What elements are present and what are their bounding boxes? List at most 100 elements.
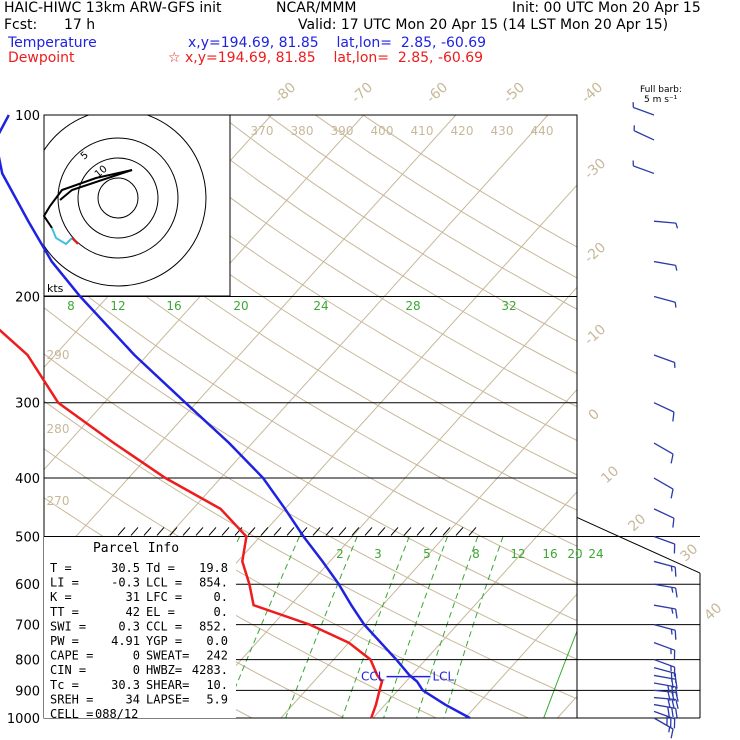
isotherm-label: -60: [423, 79, 451, 106]
parcel-value: 4283.: [192, 663, 228, 677]
dry-adiabat-line: [44, 216, 577, 547]
hatch-mark: [468, 527, 477, 536]
wind-barb-flag: [675, 608, 678, 619]
hatch-mark: [455, 527, 464, 536]
mixing-ratio-label: 24: [313, 299, 328, 313]
hodograph-ring: [57, 137, 179, 259]
pressure-tick-label: 100: [15, 109, 40, 124]
parcel-value: 854.: [199, 576, 228, 590]
parcel-key: LCL =: [146, 576, 182, 590]
dry-adiabat-line: [44, 261, 577, 584]
isotherm-line: [280, 389, 578, 719]
pressure-tick-label: 500: [15, 530, 40, 545]
isotherm-label: -20: [581, 239, 609, 266]
parcel-key: CAPE =: [50, 649, 93, 663]
theta-label: 440: [531, 124, 554, 138]
wind-barb-shaft: [653, 220, 676, 224]
mixing-ratio-line: [600, 297, 740, 719]
theta-label: 390: [331, 124, 354, 138]
isotherm-label: 30: [677, 541, 701, 565]
parcel-value: 0: [133, 663, 140, 677]
wind-barb-flag: [671, 686, 674, 696]
theta-label: 380: [291, 124, 314, 138]
dewpoint-location: ☆ x,y=194.69, 81.85 lat,lon= 2.85, -60.6…: [168, 50, 484, 66]
theta-label: 400: [371, 124, 394, 138]
mixing-ratio-line: [675, 297, 740, 719]
valid-time: Valid: 17 UTC Mon 20 Apr 15 (14 LST Mon …: [298, 17, 669, 33]
parcel-value: 5.9: [206, 692, 228, 706]
hodograph-ring: [97, 177, 139, 219]
ccl-label: CCL: [361, 670, 385, 684]
full-barb-label: Full barb:: [640, 85, 682, 95]
dry-adiabat-line: [44, 171, 577, 511]
hatch-mark: [117, 527, 126, 536]
mixing-ratio-label: 12: [510, 547, 525, 561]
parcel-value: 242: [206, 649, 228, 663]
parcel-title: Parcel Info: [93, 541, 179, 556]
hodograph-trace: [42, 169, 133, 229]
wind-barb-flag: [667, 691, 671, 702]
hatch-mark: [390, 527, 399, 536]
mixing-ratio-line: [543, 629, 577, 718]
isotherm-line: [372, 491, 578, 719]
wind-barb-half-flag: [671, 608, 674, 614]
dry-adiabat-line: [44, 127, 577, 476]
parcel-info-box: Parcel Info T = 30.5 Td = 19.8 LI = -0.3 LCL = 8…: [44, 537, 236, 721]
isotherm-label: 20: [625, 511, 649, 535]
hatch-mark: [273, 527, 282, 536]
dry-adiabat-line: [44, 307, 577, 622]
dry-adiabat-line: [44, 353, 577, 660]
wind-barb-half-flag: [670, 629, 673, 635]
wind-barb-shaft: [653, 295, 676, 303]
parcel-key: LFC =: [146, 590, 182, 604]
isotherm-label: 0: [586, 406, 603, 424]
isotherm-label: -10: [581, 321, 609, 348]
pressure-tick-label: 600: [15, 578, 40, 593]
wind-barb-flag: [674, 630, 677, 640]
hatch-mark: [130, 527, 139, 536]
wind-barb-flag: [675, 708, 678, 718]
hatch-mark: [403, 527, 412, 536]
parcel-value: 42: [126, 605, 140, 619]
pressure-tick-label: 700: [15, 619, 40, 634]
hodograph-ring: [77, 157, 159, 239]
wind-barb-flag: [674, 567, 677, 577]
wind-barb-shaft: [633, 106, 655, 116]
mixing-ratio-label: 8: [67, 299, 75, 313]
wind-barb-shaft: [653, 402, 675, 413]
wind-barb-shaft: [653, 477, 674, 490]
isotherm-label: -70: [348, 79, 376, 106]
wind-barb-flag: [667, 698, 671, 709]
wind-barb-half-flag: [667, 685, 670, 691]
temperature-legend: Temperature: [8, 35, 97, 51]
parcel-value: 10.: [206, 678, 228, 692]
hodograph-trace-surface: [71, 237, 79, 245]
parcel-key: K =: [50, 590, 72, 604]
series-dewpoint-line: [0, 328, 384, 719]
sounding-profiles: CCL LCL: [0, 114, 471, 720]
dewpoint-legend: Dewpoint: [8, 50, 75, 66]
parcel-key: LAPSE=: [146, 692, 189, 706]
parcel-key: SREH =: [50, 692, 93, 706]
wind-barb-flag: [674, 673, 677, 683]
parcel-key: Td =: [146, 561, 175, 575]
wind-barb-shaft: [653, 442, 674, 455]
parcel-key: Tc =: [50, 678, 79, 692]
hatch-mark: [442, 527, 451, 536]
mixing-ratio-line: [702, 297, 740, 719]
theta-label: 430: [491, 124, 514, 138]
mixing-ratio-label: 3: [374, 547, 382, 561]
org-label: NCAR/MMM: [276, 0, 357, 16]
wind-barb-flag: [667, 706, 670, 717]
hatch-mark: [416, 527, 425, 536]
theta-label: 280: [47, 422, 70, 436]
hatch-mark: [247, 527, 256, 536]
dry-adiabat-line: [315, 115, 577, 279]
theta-label: 270: [47, 494, 70, 508]
mixing-ratio-label: 16: [542, 547, 557, 561]
wind-barb-flag: [670, 728, 674, 739]
parcel-value: -0.3: [111, 576, 140, 590]
hatch-mark: [338, 527, 347, 536]
hodograph-ring: [44, 115, 207, 287]
wind-barb-half-flag: [675, 265, 678, 271]
